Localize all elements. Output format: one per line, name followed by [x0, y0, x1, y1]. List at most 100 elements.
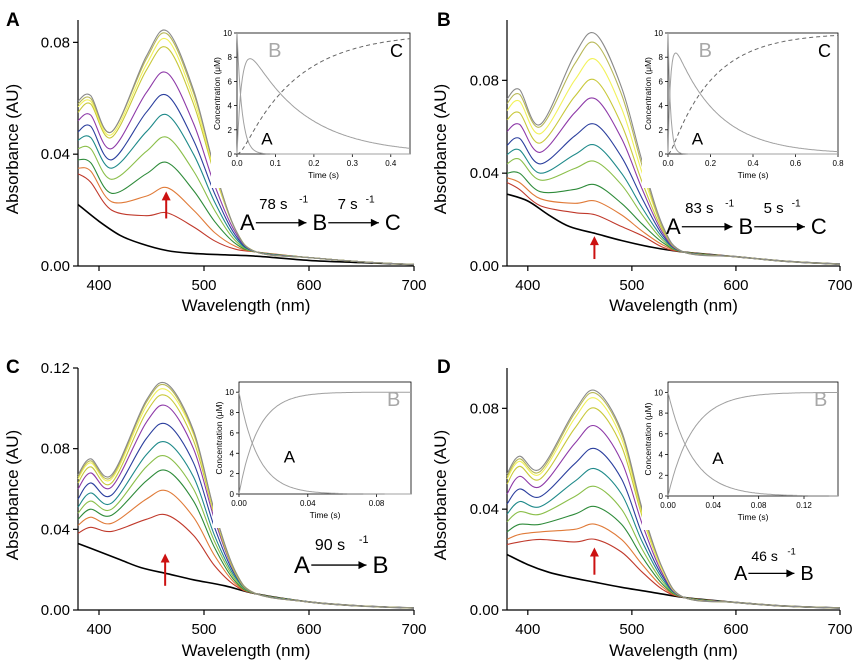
inset-x-tick-label: 0.04 [300, 499, 316, 508]
inset-y-tick-label: 6 [230, 429, 235, 438]
inset-curve-a [236, 32, 410, 155]
inset-y-tick-label: 8 [230, 409, 235, 418]
inset-x-tick-label: 0.4 [385, 159, 397, 168]
inset-y-axis-label: Concentration (μM) [643, 57, 653, 130]
inset-y-tick-label: 4 [659, 102, 664, 111]
inset-y-tick-label: 8 [659, 53, 664, 62]
inset-y-tick-label: 0 [659, 150, 664, 159]
inset-x-tick-label: 0.08 [369, 499, 385, 508]
x-axis-label: Wavelength (nm) [609, 296, 738, 315]
inset-x-tick-label: 0.2 [705, 159, 717, 168]
inset-y-axis-label: Concentration (μM) [212, 57, 222, 130]
inset-y-axis-label: Concentration (μM) [214, 401, 224, 474]
spectrum-line-t0 [506, 553, 841, 609]
increase-arrow-icon [589, 547, 599, 557]
inset-label-b: B [814, 389, 827, 411]
scheme-rate-exponent: -1 [787, 547, 795, 558]
y-tick-label: 0.00 [41, 602, 70, 619]
inset-x-tick-label: 0.08 [751, 501, 767, 510]
scheme-arrowhead-icon [370, 218, 379, 227]
scheme-arrowhead-icon [724, 222, 733, 231]
x-tick-label: 400 [515, 277, 540, 294]
scheme-species-c: C [811, 214, 827, 239]
spectrum-line-t0 [77, 203, 415, 266]
y-tick-label: 0.08 [41, 34, 70, 51]
y-tick-label: 0.04 [41, 146, 70, 163]
inset-label-b: B [387, 389, 400, 411]
inset-label-b: B [699, 40, 712, 62]
inset-background [211, 29, 412, 188]
x-tick-label: 600 [296, 621, 321, 638]
reaction-scheme: A46 s -1 B [734, 547, 814, 585]
inset-label-a: A [692, 129, 704, 148]
y-tick-label: 0.04 [470, 165, 499, 182]
scheme-rate-constant: 78 s [259, 196, 287, 213]
inset-label-a: A [284, 448, 296, 467]
inset-y-tick-label: 10 [225, 388, 234, 397]
scheme-species-a: A [240, 210, 255, 235]
inset-x-tick-label: 0.1 [270, 159, 282, 168]
x-tick-label: 700 [827, 621, 852, 638]
inset-label-a: A [261, 129, 273, 148]
x-axis-label: Wavelength (nm) [609, 641, 738, 660]
x-tick-label: 700 [401, 277, 426, 294]
inset-y-tick-label: 2 [230, 470, 235, 479]
inset-label-c: C [390, 41, 403, 61]
inset-x-tick-label: 0.04 [706, 501, 722, 510]
inset-y-tick-label: 2 [659, 126, 664, 135]
inset-curve-c [667, 34, 838, 155]
inset-x-axis-label: Time (s) [308, 170, 339, 180]
increase-arrow-icon [589, 236, 599, 246]
scheme-rate-constant: 90 s [315, 537, 345, 554]
inset-frame [238, 381, 412, 495]
y-tick-label: 0.04 [41, 521, 70, 538]
spectrum-line-t11 [77, 29, 415, 266]
inset-background [642, 29, 840, 188]
inset-y-tick-label: 4 [659, 451, 664, 460]
y-axis-label: Absorbance (AU) [431, 430, 450, 560]
y-tick-label: 0.00 [470, 258, 499, 275]
inset-x-tick-label: 0.8 [832, 159, 844, 168]
x-tick-label: 500 [191, 277, 216, 294]
inset-y-tick-label: 8 [659, 409, 664, 418]
inset-y-tick-label: 8 [228, 53, 233, 62]
scheme-species-b: B [738, 214, 753, 239]
scheme-rate-exponent: -1 [299, 194, 308, 205]
y-tick-label: 0.12 [41, 360, 70, 377]
reaction-scheme: A78 s -1 B 7 s -1 C [240, 194, 401, 235]
panel-d: D 400 500 600 700 0.00 0.04 0.08 Wavelength (nm)… [431, 357, 853, 660]
scheme-rate-exponent: -1 [792, 198, 801, 209]
scheme-species-b: B [372, 552, 388, 579]
inset-curve-a [238, 392, 411, 495]
panel-letter: B [437, 10, 451, 31]
inset-x-tick-label: 0.12 [796, 501, 812, 510]
inset-y-tick-label: 6 [228, 77, 233, 86]
panel-letter: C [6, 357, 20, 378]
spectrum-line-t11 [506, 32, 841, 265]
x-tick-label: 700 [827, 277, 852, 294]
inset-y-tick-label: 0 [228, 150, 233, 159]
inset-y-tick-label: 6 [659, 430, 664, 439]
reaction-scheme: A83 s -1 B 5 s -1 C [666, 198, 827, 239]
x-tick-label: 600 [296, 277, 321, 294]
inset-background [213, 378, 413, 528]
inset-curve-c [236, 38, 411, 155]
x-tick-label: 700 [401, 621, 426, 638]
spectrum-line-t11 [506, 389, 841, 609]
inset-y-tick-label: 2 [228, 126, 233, 135]
y-axis-label: Absorbance (AU) [3, 430, 22, 560]
spectrum-line-t1 [77, 513, 415, 609]
spectrum-line-t11 [77, 381, 415, 609]
inset-curve-a [667, 32, 838, 155]
scheme-rate-constant: 5 s [764, 200, 784, 217]
inset-x-tick-label: 0.00 [660, 501, 676, 510]
scheme-species-a: A [666, 214, 681, 239]
y-axis-label: Absorbance (AU) [3, 84, 22, 214]
x-tick-label: 400 [515, 621, 540, 638]
y-axis-label: Absorbance (AU) [431, 84, 450, 214]
inset-y-tick-label: 10 [654, 29, 663, 38]
inset-frame [667, 381, 839, 497]
scheme-species-b: B [800, 563, 813, 585]
